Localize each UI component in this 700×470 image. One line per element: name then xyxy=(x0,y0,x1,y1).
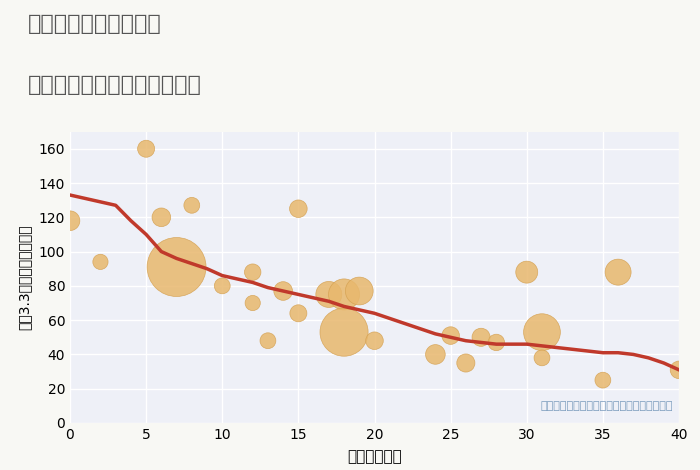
Point xyxy=(673,366,685,374)
Point xyxy=(262,337,274,345)
X-axis label: 築年数（年）: 築年数（年） xyxy=(347,449,402,464)
Point xyxy=(293,205,304,212)
Point xyxy=(536,329,547,336)
Point xyxy=(612,268,624,276)
Point xyxy=(461,359,472,367)
Text: 築年数別中古マンション価格: 築年数別中古マンション価格 xyxy=(28,75,202,95)
Point xyxy=(277,287,289,295)
Point xyxy=(536,354,547,361)
Point xyxy=(156,213,167,221)
Point xyxy=(354,287,365,295)
Point xyxy=(369,337,380,345)
Point xyxy=(339,290,350,298)
Point xyxy=(491,339,502,346)
Text: 奈良県奈良市油阪町の: 奈良県奈良市油阪町の xyxy=(28,14,162,34)
Point xyxy=(217,282,228,290)
Y-axis label: 坪（3.3㎡）単価（万円）: 坪（3.3㎡）単価（万円） xyxy=(18,225,32,330)
Point xyxy=(597,376,608,384)
Point xyxy=(141,145,152,152)
Text: 円の大きさは、取引のあった物件面積を示す: 円の大きさは、取引のあった物件面積を示す xyxy=(540,401,673,411)
Point xyxy=(247,299,258,307)
Point xyxy=(323,290,335,298)
Point xyxy=(171,263,182,271)
Point xyxy=(186,202,197,209)
Point xyxy=(339,329,350,336)
Point xyxy=(445,332,456,339)
Point xyxy=(95,258,106,266)
Point xyxy=(475,334,486,341)
Point xyxy=(430,351,441,358)
Point xyxy=(293,310,304,317)
Point xyxy=(64,217,76,225)
Point xyxy=(521,268,532,276)
Point xyxy=(247,268,258,276)
